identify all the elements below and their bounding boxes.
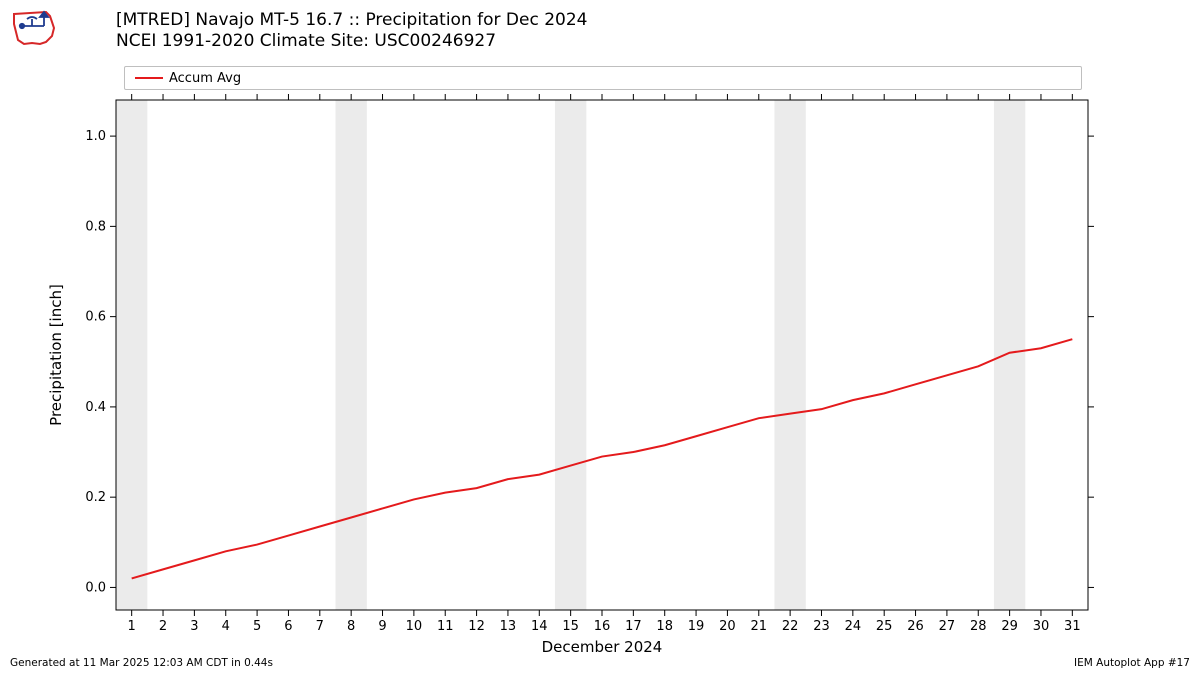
x-tick-label: 6 bbox=[284, 619, 292, 634]
x-tick-label: 4 bbox=[222, 619, 230, 634]
x-tick-label: 5 bbox=[253, 619, 261, 634]
x-tick-label: 30 bbox=[1033, 619, 1050, 634]
x-tick-label: 29 bbox=[1001, 619, 1018, 634]
x-tick-label: 21 bbox=[751, 619, 768, 634]
x-tick-label: 1 bbox=[128, 619, 136, 634]
x-tick-label: 7 bbox=[316, 619, 324, 634]
y-tick-label: 0.0 bbox=[85, 580, 106, 595]
x-tick-label: 14 bbox=[531, 619, 548, 634]
x-tick-label: 28 bbox=[970, 619, 987, 634]
x-tick-label: 27 bbox=[939, 619, 956, 634]
y-tick-label: 0.8 bbox=[85, 219, 106, 234]
x-tick-label: 20 bbox=[719, 619, 736, 634]
x-tick-label: 9 bbox=[378, 619, 386, 634]
x-axis-label: December 2024 bbox=[542, 638, 663, 656]
x-tick-label: 15 bbox=[562, 619, 579, 634]
x-tick-label: 24 bbox=[845, 619, 862, 634]
x-tick-label: 23 bbox=[813, 619, 830, 634]
x-tick-label: 22 bbox=[782, 619, 799, 634]
footer-generated: Generated at 11 Mar 2025 12:03 AM CDT in… bbox=[10, 657, 273, 669]
y-tick-label: 0.6 bbox=[85, 310, 106, 325]
x-tick-label: 12 bbox=[468, 619, 485, 634]
x-tick-label: 17 bbox=[625, 619, 642, 634]
x-tick-label: 16 bbox=[594, 619, 611, 634]
x-tick-label: 26 bbox=[907, 619, 924, 634]
x-tick-label: 8 bbox=[347, 619, 355, 634]
footer-appid: IEM Autoplot App #17 bbox=[1074, 657, 1190, 669]
x-tick-label: 19 bbox=[688, 619, 705, 634]
y-axis-label: Precipitation [inch] bbox=[47, 284, 65, 426]
precip-chart: 0.00.20.40.60.81.01234567891011121314151… bbox=[0, 0, 1200, 675]
x-tick-label: 10 bbox=[406, 619, 423, 634]
x-tick-label: 18 bbox=[656, 619, 673, 634]
x-tick-label: 31 bbox=[1064, 619, 1081, 634]
y-tick-label: 1.0 bbox=[85, 129, 106, 144]
x-tick-label: 13 bbox=[500, 619, 517, 634]
x-tick-label: 11 bbox=[437, 619, 454, 634]
x-tick-label: 25 bbox=[876, 619, 893, 634]
series-line bbox=[132, 339, 1073, 578]
x-tick-label: 3 bbox=[190, 619, 198, 634]
y-tick-label: 0.4 bbox=[85, 400, 106, 415]
x-tick-label: 2 bbox=[159, 619, 167, 634]
y-tick-label: 0.2 bbox=[85, 490, 106, 505]
